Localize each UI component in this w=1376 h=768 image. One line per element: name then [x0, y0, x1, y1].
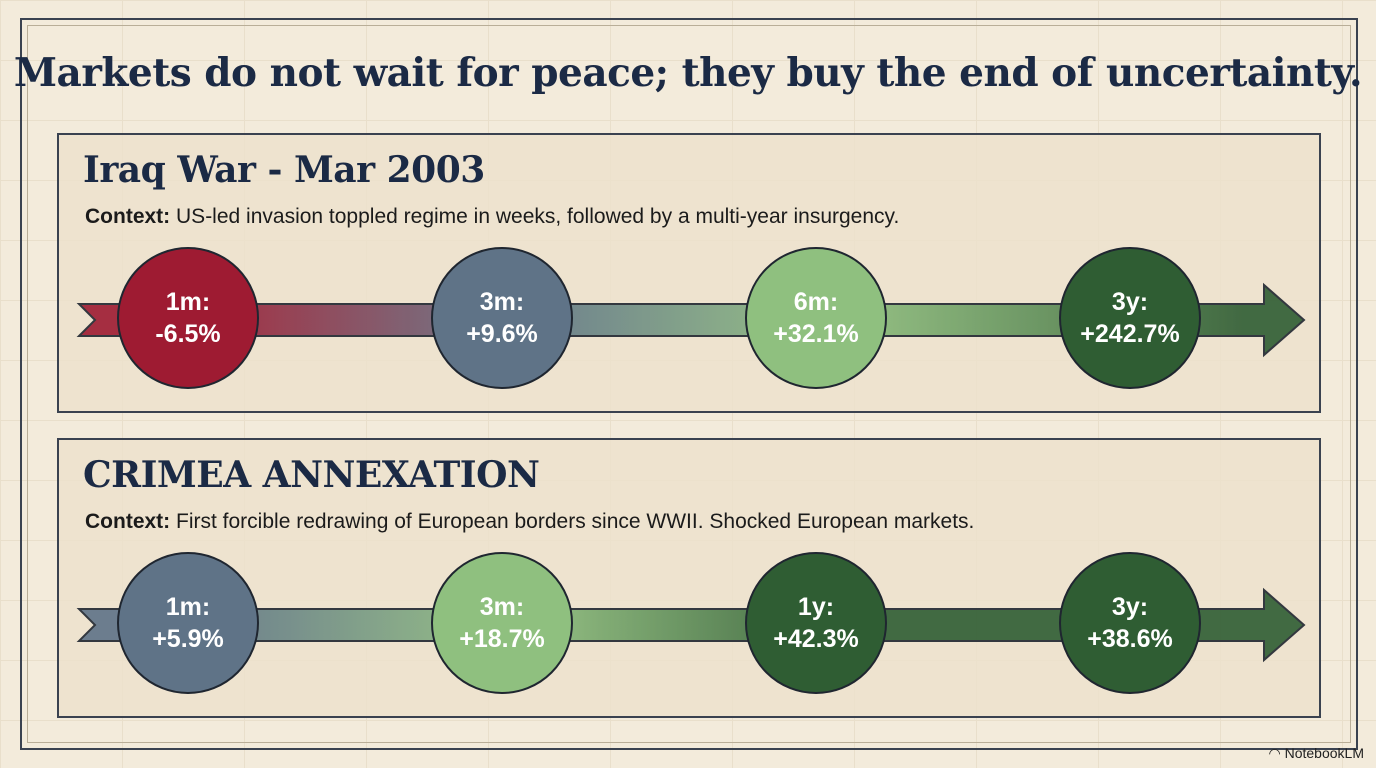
milestone-period: 3m: — [479, 593, 525, 621]
milestone-2: 3m: +18.7% — [431, 552, 573, 694]
arrow-shape — [76, 282, 1306, 358]
milestone-period: 3y: — [1111, 288, 1149, 316]
outer-frame — [20, 18, 1358, 750]
milestone-change: +42.3% — [773, 625, 859, 653]
milestone-change: +5.9% — [152, 625, 224, 653]
milestone-period: 1m: — [165, 288, 211, 316]
milestone-3: 1y: +42.3% — [745, 552, 887, 694]
panel-context: Context: US-led invasion toppled regime … — [85, 205, 899, 229]
page-title: Markets do not wait for peace; they buy … — [13, 50, 1363, 96]
milestone-period: 1m: — [165, 593, 211, 621]
watermark-text: NotebookLM — [1284, 745, 1364, 761]
milestone-change: +9.6% — [466, 320, 538, 348]
milestone-3: 6m: +32.1% — [745, 247, 887, 389]
watermark: ◠ NotebookLM — [1269, 745, 1365, 762]
inner-frame — [27, 25, 1351, 743]
notebooklm-logo-icon: ◠ — [1268, 745, 1285, 761]
milestone-change: +38.6% — [1087, 625, 1173, 653]
context-text: First forcible redrawing of European bor… — [176, 510, 975, 533]
milestone-period: 1y: — [797, 593, 835, 621]
panel-crimea-annexation: CRIMEA ANNEXATION Context: First forcibl… — [57, 438, 1321, 718]
panel-context: Context: First forcible redrawing of Eur… — [85, 510, 974, 534]
milestone-4: 3y: +242.7% — [1059, 247, 1201, 389]
timeline-arrow — [76, 587, 1306, 663]
milestone-change: +18.7% — [459, 625, 545, 653]
context-text: US-led invasion toppled regime in weeks,… — [176, 205, 900, 228]
milestone-period: 6m: — [793, 288, 839, 316]
milestone-2: 3m: +9.6% — [431, 247, 573, 389]
timeline-arrow — [76, 282, 1306, 358]
milestone-1: 1m: +5.9% — [117, 552, 259, 694]
arrow-shape — [76, 587, 1306, 663]
milestone-4: 3y: +38.6% — [1059, 552, 1201, 694]
milestone-1: 1m: -6.5% — [117, 247, 259, 389]
milestone-change: +242.7% — [1080, 320, 1180, 348]
milestone-period: 3m: — [479, 288, 525, 316]
panel-iraq-war: Iraq War - Mar 2003 Context: US-led inva… — [57, 133, 1321, 413]
panel-heading: CRIMEA ANNEXATION — [83, 454, 540, 496]
panel-heading: Iraq War - Mar 2003 — [83, 149, 485, 191]
milestone-period: 3y: — [1111, 593, 1149, 621]
context-label: Context: — [85, 510, 171, 533]
context-label: Context: — [85, 205, 171, 228]
milestone-change: -6.5% — [155, 320, 221, 348]
milestone-change: +32.1% — [773, 320, 859, 348]
